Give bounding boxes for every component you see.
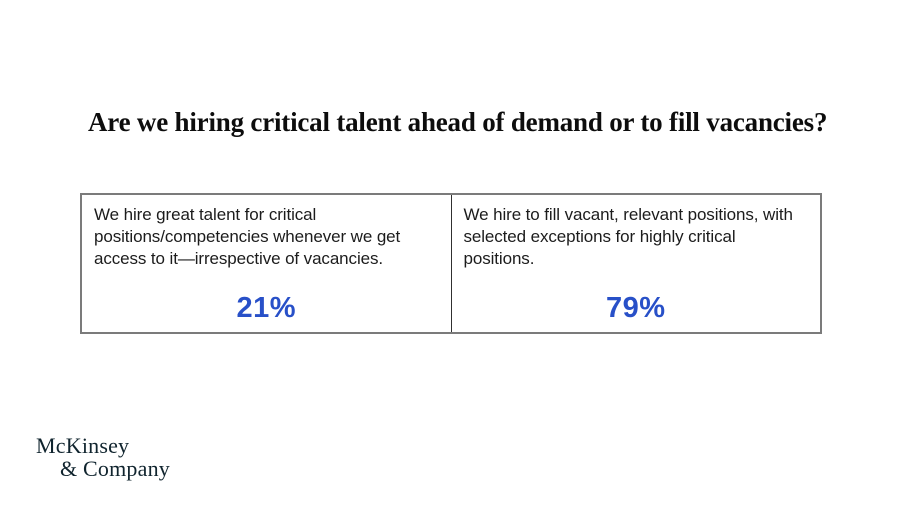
logo-line2: & Company <box>60 456 170 481</box>
option-percentage: 21% <box>236 292 297 324</box>
survey-results-table: We hire great talent for critical positi… <box>80 193 822 334</box>
mckinsey-logo: McKinsey & Company <box>36 434 170 480</box>
option-description: We hire to fill vacant, relevant positio… <box>463 205 793 268</box>
option-description: We hire great talent for critical positi… <box>94 205 401 268</box>
option-cell-fill-vacancies: We hire to fill vacant, relevant positio… <box>452 195 821 332</box>
option-percentage: 79% <box>605 292 666 324</box>
option-cell-ahead-of-demand: We hire great talent for critical positi… <box>82 195 452 332</box>
logo-line1: McKinsey <box>36 433 130 458</box>
slide-title: Are we hiring critical talent ahead of d… <box>88 107 828 138</box>
